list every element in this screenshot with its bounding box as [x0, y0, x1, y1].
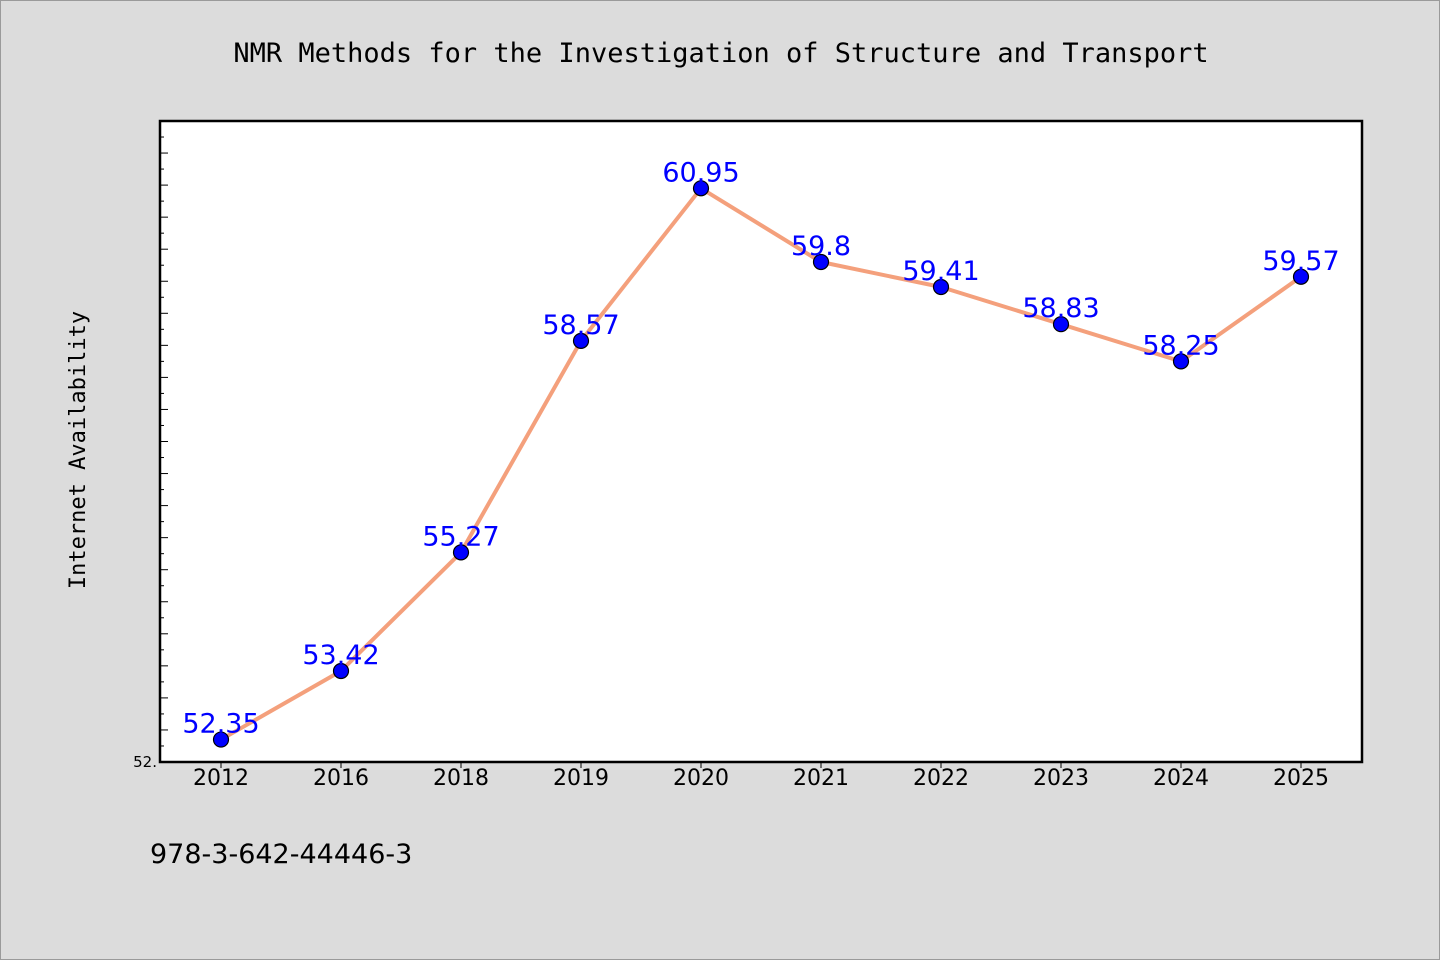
x-tick-label: 2023 — [1033, 766, 1089, 791]
x-tick-label: 2016 — [313, 766, 369, 791]
y-tick-label: 52. — [133, 753, 157, 771]
series-line — [219, 186, 1303, 742]
x-tick-label: 2022 — [913, 766, 969, 791]
data-label: 59.8 — [791, 231, 851, 262]
data-label: 58.83 — [1022, 293, 1099, 324]
data-point — [1052, 316, 1070, 333]
plot-area — [160, 121, 1362, 762]
data-point — [812, 253, 830, 271]
plot-border — [158, 119, 1364, 764]
x-axis-ticks: 2012 2016 2018 2019 2020 2021 2022 2023 2024 2025 — [193, 762, 1329, 791]
data-label: 59.41 — [902, 256, 979, 287]
x-tick-label: 2019 — [553, 766, 609, 791]
data-point — [932, 278, 950, 296]
data-label: 52.35 — [182, 709, 259, 740]
x-tick-label: 2025 — [1273, 766, 1329, 791]
chart-title: NMR Methods for the Investigation of Str… — [233, 38, 1208, 69]
x-tick-label: 2021 — [793, 766, 849, 791]
data-point — [572, 332, 590, 349]
x-tick-label: 2012 — [193, 766, 249, 791]
data-label: 59.57 — [1262, 246, 1339, 277]
data-point — [1172, 353, 1190, 370]
data-label: 53.42 — [302, 640, 379, 671]
data-point — [332, 662, 350, 680]
data-label: 60.95 — [662, 157, 739, 188]
x-tick-label: 2024 — [1153, 766, 1209, 791]
y-axis-label: Internet Availability — [66, 311, 91, 589]
x-tick-label: 2018 — [433, 766, 489, 791]
data-label: 55.27 — [422, 521, 499, 552]
series-layer: 52.35 53.42 55.27 58.57 60.95 59.8 59.41 58.83 5… — [182, 157, 1340, 748]
x-tick-label: 2020 — [673, 766, 729, 791]
data-label: 58.25 — [1142, 330, 1219, 361]
data-point — [212, 731, 230, 748]
data-point — [452, 544, 470, 561]
data-point — [692, 180, 710, 197]
footnote-isbn: 978-3-642-44446-3 — [150, 839, 412, 870]
data-point — [1292, 268, 1310, 285]
data-label: 58.57 — [542, 310, 619, 341]
